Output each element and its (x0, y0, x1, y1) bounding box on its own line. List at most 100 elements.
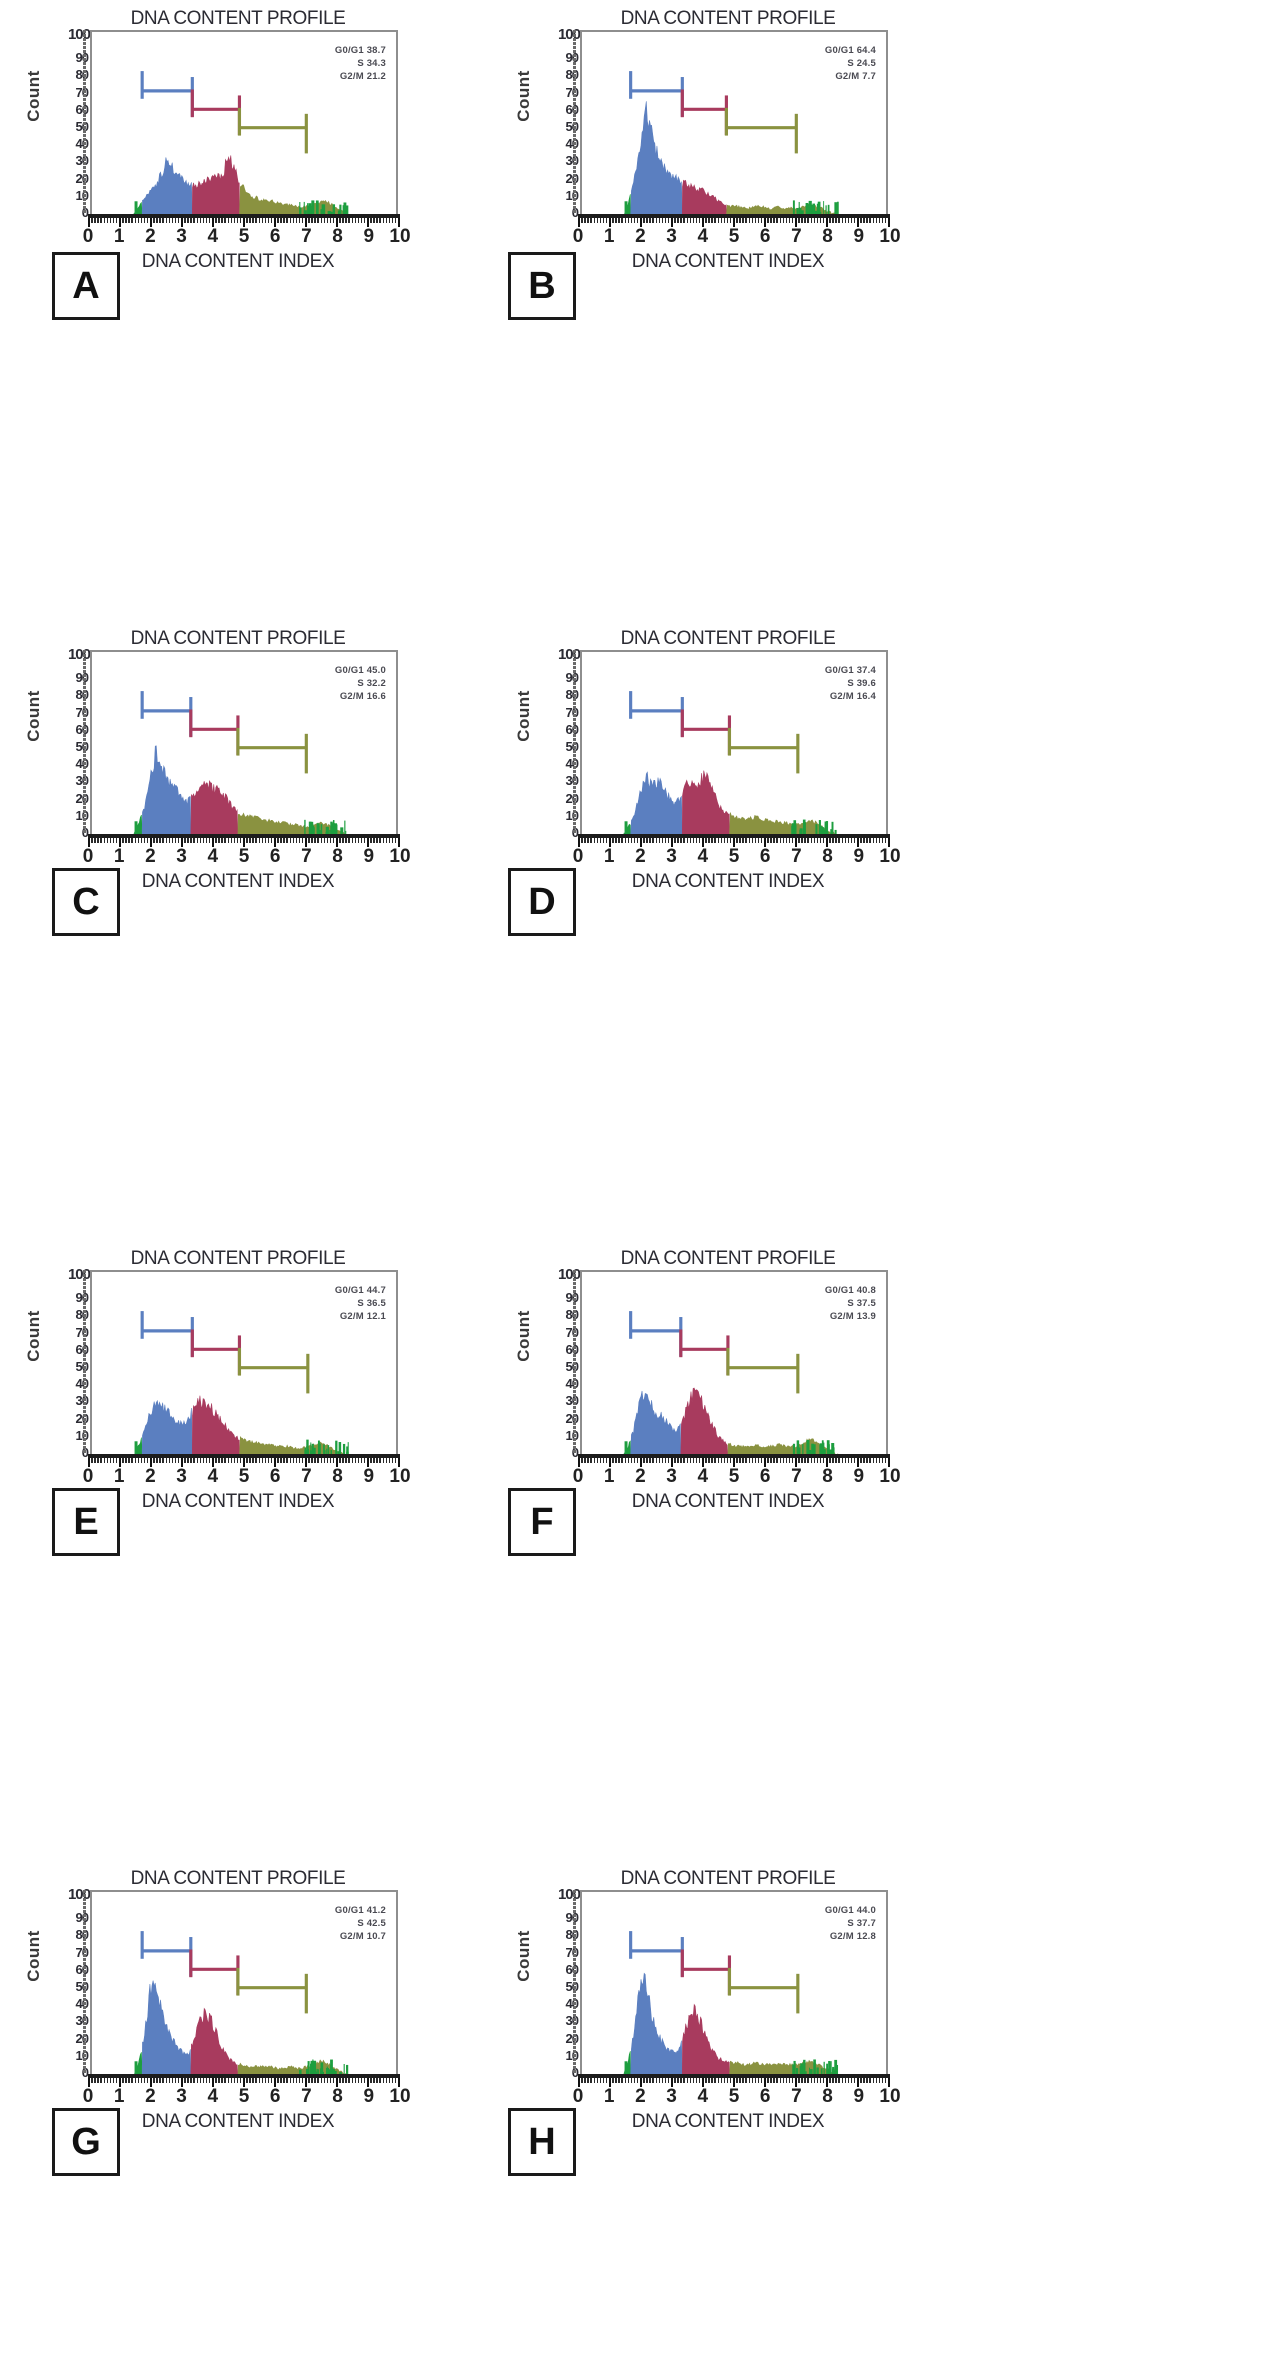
x-tick-label: 5 (238, 2086, 250, 2107)
histogram-debris-spike (310, 1442, 312, 1456)
histogram-debris-spike (308, 821, 312, 836)
histogram-region-g0g1 (141, 745, 192, 836)
histogram-debris-spike (345, 830, 347, 836)
histogram-debris-spike (816, 203, 819, 216)
stat-s: S 36.5 (357, 1298, 386, 1309)
gate-marker-g0g1 (140, 691, 193, 737)
x-axis-label: DNA CONTENT INDEX (631, 1491, 825, 1512)
cell-cycle-stats: G0/G1 38.7 S 34.3 G2/M 21.2 (335, 44, 386, 83)
x-tick-label: 2 (635, 2086, 646, 2107)
cell-cycle-stats: G0/G1 45.0 S 32.2 G2/M 16.6 (335, 664, 386, 703)
histogram-debris-spike (329, 829, 331, 836)
histogram-debris-spike (317, 200, 319, 216)
y-axis-label: Count (513, 70, 533, 122)
x-tick-label: 5 (238, 226, 250, 247)
gate-marker-s (680, 1949, 732, 1996)
histogram-region-g0g1 (141, 1399, 193, 1456)
histogram-debris-spike (798, 201, 800, 216)
histogram-debris-spike (830, 2061, 832, 2076)
y-axis-tick-marks (80, 650, 90, 834)
stat-g2m: G2/M 13.9 (829, 1311, 876, 1322)
gate-marker-g2m (727, 727, 800, 774)
panel-letter: D (528, 880, 556, 923)
x-tick-label: 4 (207, 226, 219, 247)
x-axis-line (578, 2074, 890, 2078)
histogram-svg (623, 1311, 839, 1456)
histogram-debris-spike (346, 2064, 349, 2076)
histogram-debris-spike (792, 200, 795, 216)
stat-s: S 37.5 (847, 1298, 876, 1309)
x-tick-label: 0 (572, 1466, 584, 1487)
plot-frame: G0/G1 64.4 S 24.5 G2/M 7.7 (580, 30, 888, 216)
histogram-debris-spike (796, 207, 799, 216)
histogram-debris-spike (793, 2060, 796, 2076)
histogram-debris-spike (831, 821, 834, 836)
x-axis-line (88, 214, 400, 218)
histogram-debris-spike (808, 2067, 810, 2076)
x-axis-tick-marks (578, 2078, 890, 2087)
x-tick-label: 10 (879, 2086, 901, 2107)
panel-label-f: F (508, 1488, 576, 1556)
x-tick-label: 4 (207, 1466, 219, 1487)
histogram-debris-spike (332, 204, 336, 216)
histogram-debris-spike (310, 2063, 312, 2076)
x-tick-label: 9 (853, 226, 865, 247)
histogram-debris-spike (320, 209, 324, 216)
panel-label-e: E (52, 1488, 120, 1556)
histogram-debris-spike (795, 2068, 799, 2076)
histogram-region-s (682, 770, 730, 836)
histogram-debris-spike (316, 823, 320, 836)
histogram-debris-spike (803, 2059, 806, 2076)
x-tick-label: 9 (853, 846, 865, 867)
histogram-debris-spike (817, 208, 821, 216)
x-tick-label: 1 (113, 846, 125, 867)
histogram-debris-spike (310, 2060, 314, 2076)
histogram-debris-spike (345, 205, 349, 216)
histogram-debris-spike (808, 211, 810, 216)
histogram-debris-spike (836, 2064, 839, 2076)
histogram-svg (133, 691, 348, 836)
stat-s: S 34.3 (357, 58, 386, 69)
x-tick-label: 1 (603, 1466, 615, 1487)
x-axis-line (88, 2074, 400, 2078)
y-axis-label: Count (23, 1930, 43, 1982)
stat-s: S 24.5 (847, 58, 876, 69)
x-tick-label: 3 (176, 846, 187, 867)
histogram-debris-spike (311, 1443, 314, 1456)
stat-g0g1: G0/G1 41.2 (334, 1905, 386, 1916)
x-axis-tick-marks (578, 838, 890, 847)
histogram-debris-spike (323, 1444, 325, 1456)
histogram-debris-spike (322, 204, 326, 216)
x-tick-label: 4 (697, 846, 709, 867)
gate-marker-g0g1 (629, 71, 684, 117)
x-axis-line (578, 834, 890, 838)
x-axis-line (578, 1454, 890, 1458)
histogram-debris-spike (812, 1444, 816, 1456)
histogram-svg (623, 691, 839, 836)
plot-canvas (92, 652, 396, 836)
chart-title: DNA CONTENT PROFILE (130, 628, 346, 649)
panel-letter: C (72, 880, 100, 923)
x-tick-label: 8 (332, 2086, 343, 2107)
panel-a: DNA CONTENT PROFILE Count 100 90 80 70 60 50 40 3… (18, 8, 448, 328)
x-tick-label: 2 (145, 1466, 156, 1487)
plot-frame: G0/G1 41.2 S 42.5 G2/M 10.7 (90, 1890, 398, 2076)
x-tick-label: 6 (269, 846, 281, 867)
chart-title: DNA CONTENT PROFILE (620, 1868, 836, 1889)
histogram-debris-spike (808, 200, 812, 216)
histogram-region-s (190, 2007, 239, 2076)
histogram-debris-spike (828, 2069, 832, 2076)
histogram-debris-spike (310, 821, 314, 836)
histogram-debris-spike (799, 2066, 801, 2076)
x-tick-label: 5 (728, 846, 740, 867)
histogram-debris-spike (802, 819, 806, 836)
x-tick-label: 3 (666, 2086, 677, 2107)
cell-cycle-stats: G0/G1 40.8 S 37.5 G2/M 13.9 (825, 1284, 876, 1323)
histogram-debris-spike (819, 1443, 823, 1456)
x-tick-label: 8 (822, 846, 833, 867)
x-tick-label: 1 (603, 2086, 615, 2107)
panel-label-c: C (52, 868, 120, 936)
histogram-debris-spike (813, 2059, 816, 2076)
x-axis-tick-marks (88, 2078, 400, 2087)
histogram-debris-spike (306, 1439, 309, 1456)
